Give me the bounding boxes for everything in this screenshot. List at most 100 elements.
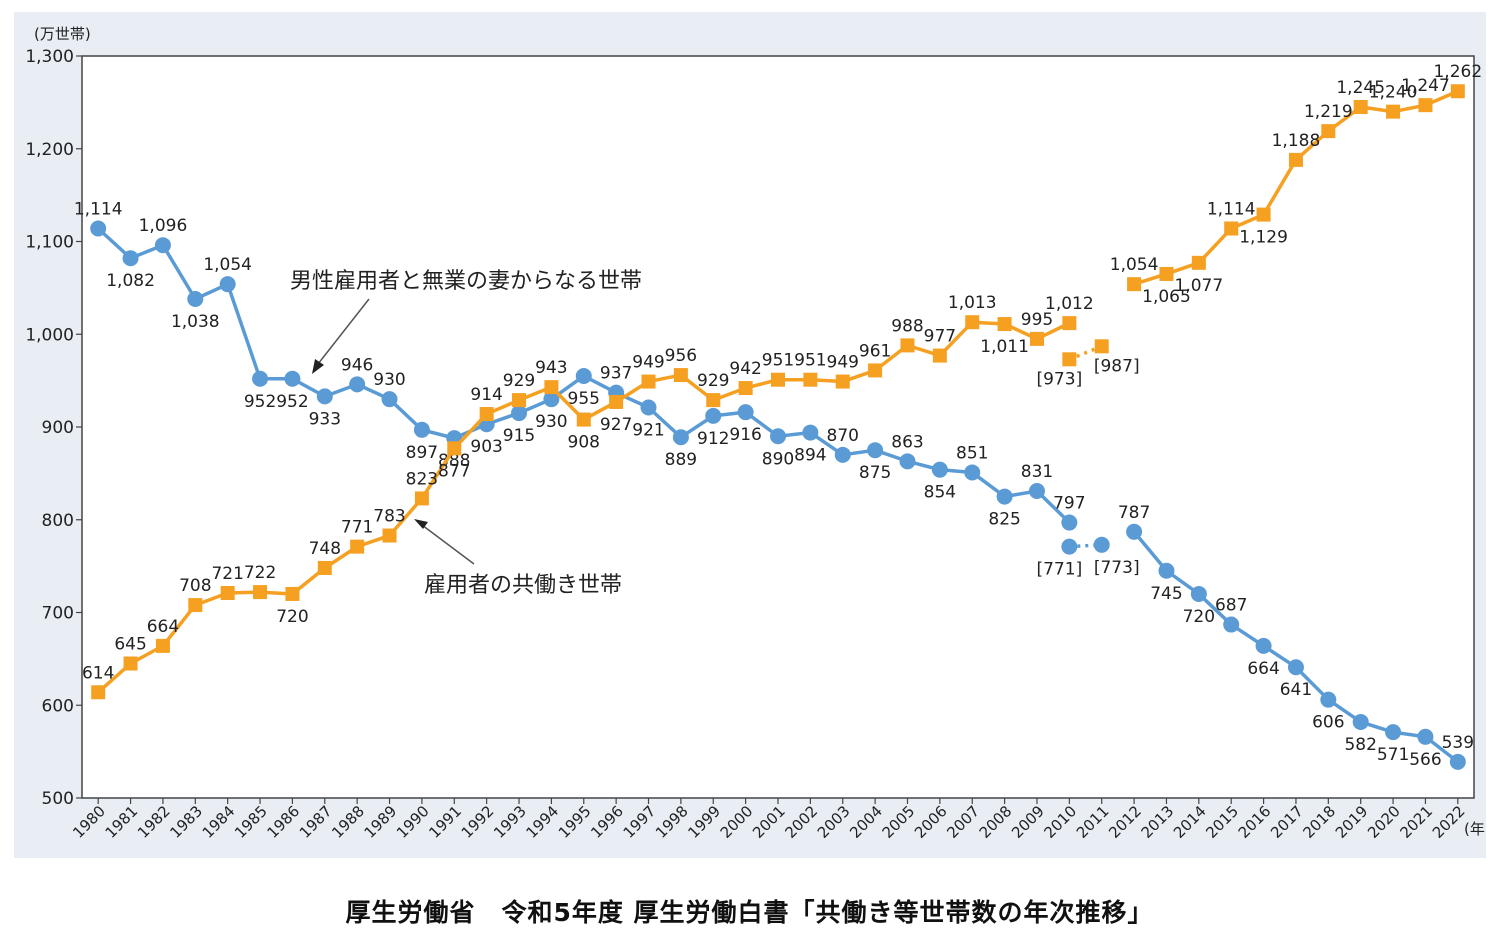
data-label: 863 bbox=[891, 432, 923, 452]
data-point-square bbox=[1418, 98, 1433, 113]
data-point-circle bbox=[1223, 616, 1240, 633]
data-point-square bbox=[479, 407, 494, 422]
data-point-circle bbox=[1190, 585, 1207, 602]
bracket-label: [771] bbox=[1036, 560, 1082, 580]
y-tick-label: 900 bbox=[42, 418, 74, 438]
data-point-square bbox=[641, 374, 656, 389]
data-label: 908 bbox=[568, 433, 600, 453]
data-label: 1,114 bbox=[1207, 200, 1256, 220]
x-tick-label: 1981 bbox=[102, 802, 142, 842]
data-label: 943 bbox=[535, 358, 567, 378]
x-tick-label: 2019 bbox=[1332, 802, 1372, 842]
bracket-label: [973] bbox=[1036, 369, 1082, 389]
data-point-square bbox=[1094, 339, 1109, 354]
data-point-circle bbox=[1417, 728, 1434, 745]
data-point-square bbox=[350, 539, 365, 554]
data-point-square bbox=[414, 491, 429, 506]
data-label: 1,013 bbox=[948, 293, 997, 313]
annotation-arrow-head bbox=[414, 519, 428, 529]
data-point-square bbox=[447, 441, 462, 456]
x-unit-label: (年) bbox=[1464, 820, 1486, 838]
x-tick-label: 1984 bbox=[199, 802, 239, 842]
data-label: 916 bbox=[729, 425, 761, 445]
x-tick-label: 2006 bbox=[911, 802, 951, 842]
data-point-circle bbox=[1126, 523, 1143, 540]
data-point-square bbox=[900, 338, 915, 353]
data-label: 933 bbox=[309, 409, 341, 429]
x-tick-label: 2018 bbox=[1299, 802, 1339, 842]
data-point-circle bbox=[575, 367, 592, 384]
data-label: 897 bbox=[406, 443, 438, 463]
data-label: 641 bbox=[1280, 680, 1312, 700]
data-point-square bbox=[1029, 331, 1044, 346]
data-point-circle bbox=[543, 391, 560, 408]
y-unit-label: (万世帯) bbox=[34, 25, 91, 43]
x-tick-label: 1982 bbox=[134, 802, 174, 842]
data-point-square bbox=[1191, 255, 1206, 270]
data-label: 571 bbox=[1377, 745, 1409, 765]
data-label: 1,129 bbox=[1239, 228, 1288, 248]
data-label: 664 bbox=[1247, 659, 1279, 679]
data-point-square bbox=[868, 363, 883, 378]
data-point-circle bbox=[316, 388, 333, 405]
data-label: 783 bbox=[373, 507, 405, 527]
data-label: 606 bbox=[1312, 713, 1344, 733]
data-label: 1,188 bbox=[1272, 131, 1321, 151]
x-tick-label: 1998 bbox=[652, 802, 692, 842]
data-point-circle bbox=[252, 370, 269, 387]
data-point-square bbox=[1353, 100, 1368, 115]
data-label: 946 bbox=[341, 355, 373, 375]
data-label: 582 bbox=[1344, 735, 1376, 755]
series-annotation-label: 男性雇用者と無業の妻からなる世帯 bbox=[290, 269, 642, 294]
x-tick-label: 2003 bbox=[814, 802, 854, 842]
data-label: 988 bbox=[891, 316, 923, 336]
data-point-square bbox=[512, 393, 527, 408]
data-point-square bbox=[803, 372, 818, 387]
data-label: 745 bbox=[1150, 584, 1182, 604]
data-point-circle bbox=[1352, 713, 1369, 730]
line-chart: 500 600 700 800 900 1,000 1,100 1,200 1,300 (万世帯)… bbox=[25, 25, 1486, 842]
x-tick-label: 1991 bbox=[425, 802, 465, 842]
data-point-circle bbox=[90, 220, 107, 237]
data-point-square bbox=[997, 317, 1012, 332]
data-label: 1,247 bbox=[1401, 76, 1450, 96]
data-label: 914 bbox=[470, 385, 502, 405]
source-caption: 厚生労働省 令和5年度 厚生労働白書「共働き等世帯数の年次推移」 bbox=[345, 898, 1154, 927]
data-point-circle bbox=[284, 370, 301, 387]
data-point-circle bbox=[1449, 753, 1466, 770]
data-label: 854 bbox=[924, 483, 956, 503]
data-point-circle bbox=[705, 407, 722, 424]
x-tick-label: 2000 bbox=[717, 802, 757, 842]
data-point-square bbox=[1062, 352, 1077, 367]
x-tick-label: 2016 bbox=[1235, 802, 1275, 842]
data-point-circle bbox=[802, 424, 819, 441]
data-label: 1,054 bbox=[203, 255, 252, 275]
data-label: 929 bbox=[503, 371, 535, 391]
data-label: 851 bbox=[956, 443, 988, 463]
data-point-circle bbox=[511, 405, 528, 422]
data-label: 930 bbox=[373, 370, 405, 390]
data-label: 889 bbox=[665, 450, 697, 470]
data-point-circle bbox=[349, 376, 366, 393]
bracket-label: [987] bbox=[1094, 356, 1140, 376]
data-point-square bbox=[835, 374, 850, 389]
data-label: 823 bbox=[406, 469, 438, 489]
data-point-square bbox=[609, 394, 624, 409]
data-label: 955 bbox=[568, 389, 600, 409]
data-label: 949 bbox=[827, 353, 859, 373]
data-point-square bbox=[1127, 277, 1142, 292]
annotation-arrow-head bbox=[312, 359, 324, 374]
y-tick-label: 1,000 bbox=[25, 325, 74, 345]
annotation-arrow-line bbox=[317, 298, 370, 365]
data-label: 539 bbox=[1442, 733, 1474, 753]
data-label: 903 bbox=[470, 437, 502, 457]
data-point-circle bbox=[640, 399, 657, 416]
data-point-circle bbox=[219, 276, 236, 293]
data-label: 870 bbox=[827, 426, 859, 446]
data-point-square bbox=[673, 368, 688, 383]
data-label: 1,114 bbox=[74, 200, 123, 220]
data-label: 771 bbox=[341, 518, 373, 538]
x-tick-label: 2010 bbox=[1040, 802, 1080, 842]
series-dotted-line bbox=[1068, 344, 1103, 361]
y-tick-label: 800 bbox=[42, 511, 74, 531]
